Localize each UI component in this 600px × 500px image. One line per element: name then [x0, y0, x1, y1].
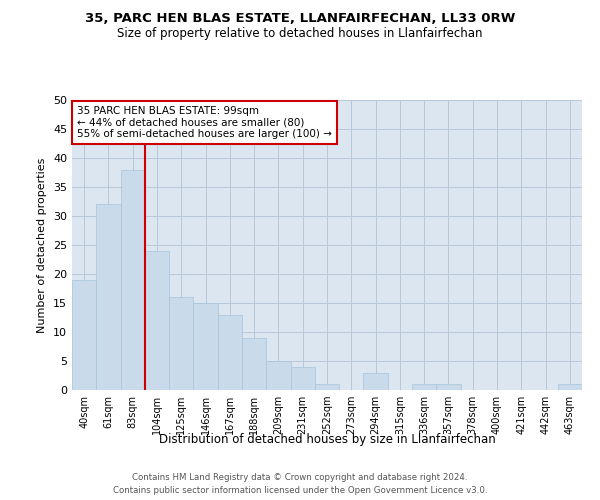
- Bar: [315, 384, 339, 390]
- Bar: [266, 361, 290, 390]
- Text: Contains HM Land Registry data © Crown copyright and database right 2024.: Contains HM Land Registry data © Crown c…: [132, 472, 468, 482]
- Bar: [558, 384, 582, 390]
- Text: Size of property relative to detached houses in Llanfairfechan: Size of property relative to detached ho…: [117, 28, 483, 40]
- Bar: [121, 170, 145, 390]
- Bar: [290, 367, 315, 390]
- Bar: [218, 314, 242, 390]
- Text: Distribution of detached houses by size in Llanfairfechan: Distribution of detached houses by size …: [158, 432, 496, 446]
- Bar: [412, 384, 436, 390]
- Bar: [169, 297, 193, 390]
- Y-axis label: Number of detached properties: Number of detached properties: [37, 158, 47, 332]
- Text: Contains public sector information licensed under the Open Government Licence v3: Contains public sector information licen…: [113, 486, 487, 495]
- Text: 35, PARC HEN BLAS ESTATE, LLANFAIRFECHAN, LL33 0RW: 35, PARC HEN BLAS ESTATE, LLANFAIRFECHAN…: [85, 12, 515, 26]
- Bar: [242, 338, 266, 390]
- Bar: [193, 303, 218, 390]
- Bar: [364, 372, 388, 390]
- Bar: [145, 251, 169, 390]
- Bar: [96, 204, 121, 390]
- Text: 35 PARC HEN BLAS ESTATE: 99sqm
← 44% of detached houses are smaller (80)
55% of : 35 PARC HEN BLAS ESTATE: 99sqm ← 44% of …: [77, 106, 332, 139]
- Bar: [72, 280, 96, 390]
- Bar: [436, 384, 461, 390]
